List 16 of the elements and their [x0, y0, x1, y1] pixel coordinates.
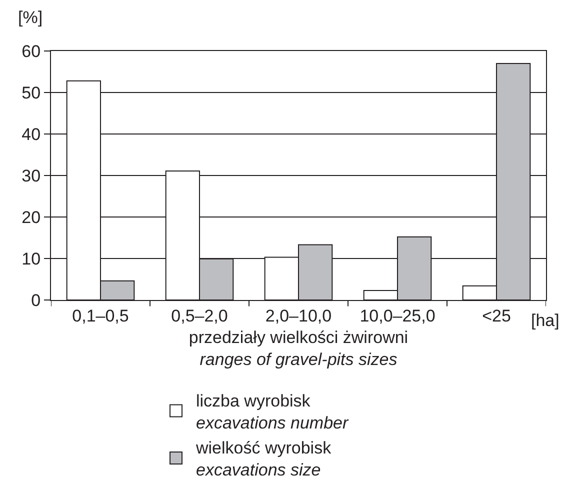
- x-tick-label: 2,0–10,0: [265, 306, 332, 326]
- x-tick-label: <25: [482, 306, 511, 326]
- y-tick-label: 50: [22, 83, 41, 102]
- x-tick-label: 10,0–25,0: [360, 306, 436, 326]
- y-axis-title: [%]: [18, 8, 43, 27]
- y-tick-label: 30: [22, 166, 41, 186]
- x-axis-title: przedziały wielkości żwirowni ranges of gravel-pits sizes: [188, 328, 408, 369]
- y-tick-label: 20: [22, 208, 41, 227]
- x-tick-label: 0,1–0,5: [72, 306, 129, 326]
- y-tick-label: 10: [22, 249, 41, 268]
- text: [ha]: [531, 311, 560, 330]
- y-tick-label: 60: [22, 42, 41, 61]
- legend-label: wielkość wyrobisk excavations size: [195, 438, 332, 480]
- x-tick-label: 0,5–2,0: [171, 306, 228, 326]
- y-tick-label: 40: [22, 124, 41, 144]
- y-tick-label: 0: [31, 290, 41, 310]
